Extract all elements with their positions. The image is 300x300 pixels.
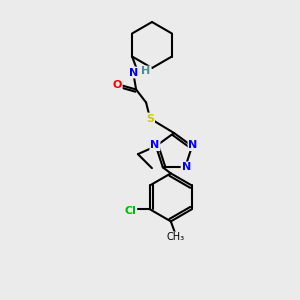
Text: N: N — [188, 140, 198, 150]
Text: O: O — [112, 80, 122, 91]
Text: Cl: Cl — [124, 206, 136, 216]
Text: N: N — [182, 162, 191, 172]
Text: H: H — [142, 67, 151, 76]
Text: S: S — [146, 113, 154, 124]
Text: N: N — [130, 68, 139, 77]
Text: CH₃: CH₃ — [167, 232, 185, 242]
Text: N: N — [150, 140, 160, 150]
